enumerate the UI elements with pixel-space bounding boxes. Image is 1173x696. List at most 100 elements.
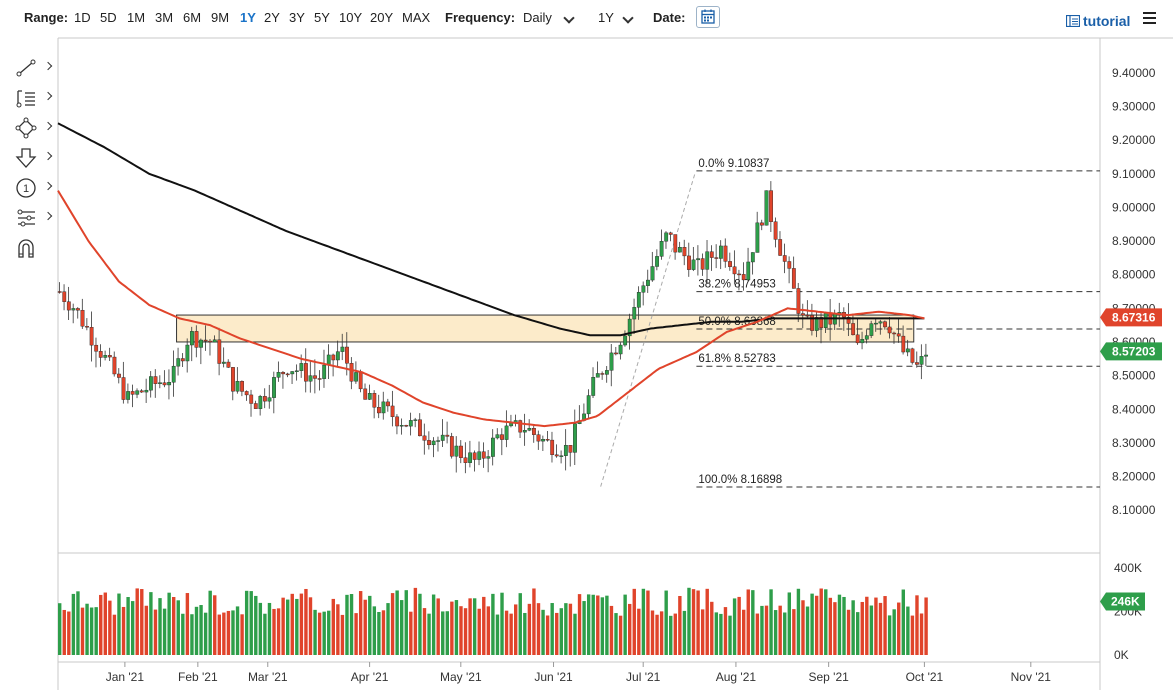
- volume-bar: [495, 614, 500, 655]
- range-3y[interactable]: 3Y: [289, 10, 305, 25]
- arrow-tool-button[interactable]: [15, 147, 53, 169]
- volume-bar: [819, 588, 823, 655]
- candle-body: [422, 435, 427, 441]
- volume-bar: [555, 612, 559, 655]
- menu-icon[interactable]: [1143, 12, 1156, 24]
- volume-bar: [327, 610, 331, 655]
- volume-bar: [172, 597, 176, 655]
- volume-bar: [628, 603, 632, 655]
- range-3m[interactable]: 3M: [155, 10, 174, 25]
- frequency-select[interactable]: Daily: [523, 10, 552, 25]
- candle-body: [673, 234, 678, 253]
- candle-body: [869, 323, 874, 336]
- range-20y[interactable]: 20Y: [370, 10, 394, 25]
- candle-body: [199, 339, 203, 348]
- candle-body: [468, 452, 472, 463]
- frequency-label: Frequency:: [445, 10, 516, 25]
- volume-bar: [742, 609, 746, 655]
- volume-bar: [764, 605, 769, 655]
- number-marker-button[interactable]: 1: [15, 177, 53, 199]
- candle-body: [276, 372, 281, 378]
- fib-tool-button[interactable]: [15, 207, 53, 229]
- candle-body: [791, 268, 796, 289]
- volume-bar: [623, 594, 627, 655]
- candle-body: [481, 451, 486, 459]
- candle-body: [94, 344, 99, 352]
- volume-bar: [842, 596, 846, 655]
- volume-bar: [108, 600, 112, 655]
- candle-body: [714, 257, 719, 259]
- period-select[interactable]: 1Y: [598, 10, 614, 25]
- volume-bar: [231, 610, 235, 655]
- candle-body: [823, 312, 828, 328]
- candle-body: [760, 222, 764, 226]
- volume-bar: [286, 599, 290, 655]
- candle-body: [231, 367, 235, 392]
- volume-bar: [276, 608, 281, 655]
- volume-bar: [760, 605, 764, 655]
- candle-body: [883, 321, 887, 328]
- volume-bar: [773, 610, 778, 655]
- candle-body: [463, 457, 468, 463]
- volume-bar: [80, 607, 85, 655]
- volume-bar: [313, 609, 317, 655]
- range-6m[interactable]: 6M: [183, 10, 202, 25]
- range-max[interactable]: MAX: [402, 10, 431, 25]
- range-1d[interactable]: 1D: [74, 10, 91, 25]
- range-10y[interactable]: 10Y: [339, 10, 363, 25]
- price-tick-label: 9.10000: [1112, 167, 1156, 181]
- candle-body: [386, 401, 390, 407]
- candle-body: [367, 393, 372, 400]
- range-5d[interactable]: 5D: [100, 10, 117, 25]
- range-1y[interactable]: 1Y: [240, 10, 256, 25]
- range-2y[interactable]: 2Y: [264, 10, 280, 25]
- volume-bar: [860, 601, 864, 655]
- candle-body: [57, 291, 62, 293]
- volume-bar: [536, 603, 541, 655]
- volume-bar: [641, 588, 646, 655]
- tutorial-link[interactable]: tutorial: [1083, 13, 1131, 29]
- volume-bar: [568, 603, 573, 655]
- candle-body: [167, 382, 172, 386]
- volume-badge: 246K: [1111, 594, 1140, 608]
- volume-bar: [805, 606, 810, 655]
- volume-bar: [919, 613, 924, 655]
- volume-bar: [409, 611, 413, 655]
- candle-body: [130, 391, 135, 395]
- range-5y[interactable]: 5Y: [314, 10, 330, 25]
- volume-bar: [573, 613, 577, 655]
- volume-bar: [263, 613, 267, 655]
- volume-bar: [295, 598, 299, 655]
- volume-bar: [441, 611, 445, 655]
- candle-body: [860, 339, 865, 344]
- volume-bar: [463, 608, 468, 655]
- volume-bar: [814, 595, 819, 655]
- magnet-tool-button[interactable]: [15, 237, 51, 259]
- volume-bar: [646, 590, 650, 655]
- time-tick-label: Apr '21: [351, 670, 389, 684]
- candle-body: [445, 434, 450, 437]
- candle-body: [518, 420, 523, 433]
- volume-bar: [149, 592, 153, 655]
- candle-body: [144, 389, 149, 393]
- line-tool-button[interactable]: [15, 57, 53, 79]
- volume-bar: [783, 612, 787, 655]
- candle-body: [650, 266, 655, 281]
- volume-bar: [577, 594, 582, 655]
- candle-body: [750, 252, 755, 263]
- range-9m[interactable]: 9M: [211, 10, 230, 25]
- volume-bar: [737, 596, 741, 655]
- shape-tool-button[interactable]: [15, 117, 53, 139]
- candle-body: [377, 407, 381, 414]
- calendar-button[interactable]: [696, 6, 720, 28]
- volume-bar: [304, 588, 308, 655]
- volume-bar: [272, 608, 276, 655]
- candle-body: [395, 416, 400, 427]
- volume-bar: [354, 613, 358, 655]
- volume-bar: [226, 610, 231, 655]
- range-1m[interactable]: 1M: [127, 10, 146, 25]
- candle-body: [358, 372, 363, 390]
- text-list-button[interactable]: [15, 87, 53, 109]
